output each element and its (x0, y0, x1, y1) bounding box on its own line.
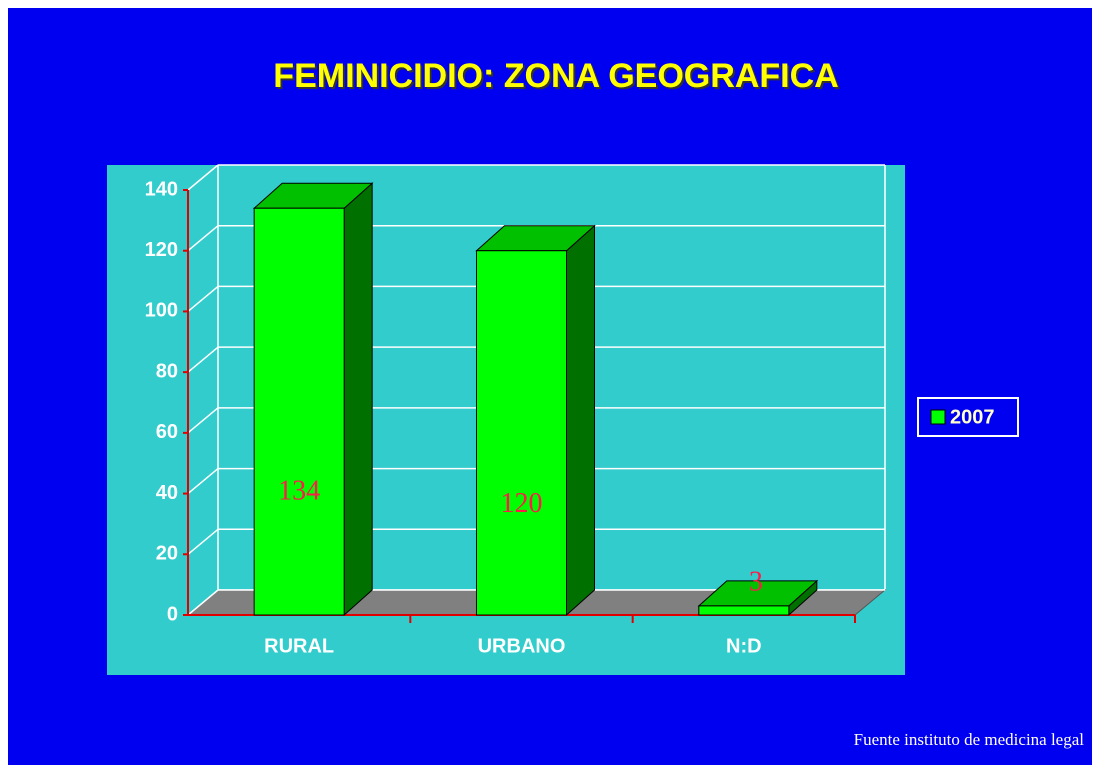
source-note: Fuente instituto de medicina legal (854, 730, 1085, 749)
y-tick-label: 20 (156, 543, 178, 565)
bar-side (566, 224, 595, 617)
bar (698, 605, 790, 616)
bar-side (343, 182, 373, 617)
y-tick-label: 80 (156, 360, 178, 382)
y-tick-label: 140 (145, 178, 178, 200)
y-tick-label: 0 (167, 603, 178, 625)
legend-swatch (930, 409, 946, 425)
side-grid-line (187, 407, 219, 434)
side-grid-line (187, 164, 219, 191)
y-tick-label: 60 (156, 421, 178, 443)
chart-title: FEMINICIDIO: ZONA GEOGRAFICA (273, 57, 838, 95)
data-label: 3 (749, 566, 763, 597)
side-grid-line (187, 467, 219, 495)
y-tick-label: 120 (145, 239, 178, 261)
data-label: 134 (278, 475, 320, 506)
x-tick-label: N:D (726, 635, 762, 657)
side-grid-line (187, 225, 219, 252)
x-tick-label: URBANO (478, 635, 566, 657)
data-label: 120 (501, 488, 543, 519)
side-grid-line (187, 589, 219, 616)
side-grid-line (187, 285, 219, 313)
side-grid-line (187, 346, 219, 373)
y-tick-label: 100 (145, 300, 178, 322)
legend-label: 2007 (950, 406, 995, 428)
side-grid-line (187, 528, 219, 555)
y-tick-label: 40 (156, 482, 178, 504)
bar (476, 250, 567, 616)
legend-box (917, 397, 1019, 437)
x-tick-label: RURAL (264, 635, 334, 657)
bar (253, 207, 345, 616)
